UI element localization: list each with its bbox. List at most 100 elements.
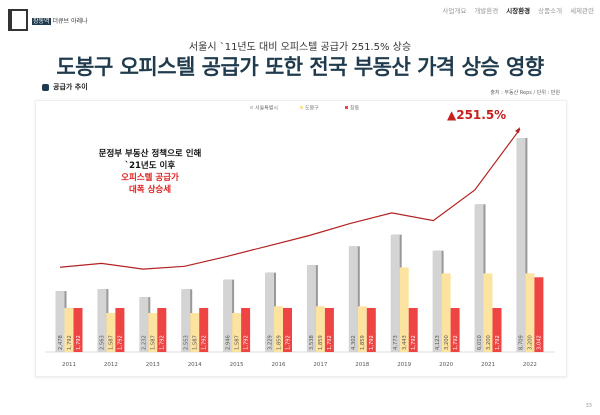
bar-value-label: 1,859 (318, 335, 324, 350)
bar-value-label: 4,773 (393, 335, 399, 350)
bar (106, 313, 116, 352)
x-tick-label: 2017 (313, 362, 327, 368)
bar-value-label: 2,553 (184, 335, 190, 350)
bar (306, 265, 316, 352)
bar-value-label: 2,946 (225, 335, 231, 350)
bar (534, 277, 544, 352)
nav-item[interactable]: 사업개요 (442, 7, 467, 15)
x-tick-label: 2020 (439, 362, 453, 368)
bar (283, 307, 292, 352)
section-heading: 공급가 추이 (42, 82, 88, 92)
bar (190, 313, 200, 352)
bar (232, 313, 242, 352)
bar (450, 307, 460, 352)
logo-icon (8, 9, 28, 31)
bar-value-label: 1,792 (495, 335, 501, 350)
bar-value-label: 1,792 (118, 335, 124, 350)
bar (390, 234, 400, 352)
bar-value-label: 3,200 (528, 335, 534, 350)
bar-value-label: 2,232 (142, 335, 148, 350)
legend-swatch (250, 106, 253, 109)
bar (366, 307, 376, 352)
bar-value-label: 3,443 (402, 335, 408, 350)
bar (408, 307, 418, 352)
bar-value-label: 4,123 (435, 335, 441, 350)
top-nav: 사업개요 개발환경 시장환경 상품소개 세제관련 (442, 5, 594, 15)
bar-value-label: 2,478 (58, 335, 64, 350)
x-tick-label: 2015 (230, 362, 244, 368)
bar-value-label: 3,042 (537, 335, 543, 350)
bar (324, 307, 334, 352)
page-subtitle: 서울시 `11년도 대비 오피스텔 공급가 251.5% 상승 (188, 42, 412, 53)
x-tick-label: 2016 (272, 362, 286, 368)
bar-value-label: 2,563 (100, 335, 106, 350)
bar (64, 307, 74, 352)
bar (348, 246, 358, 352)
bar (315, 306, 325, 352)
bar (223, 279, 233, 352)
bar-value-label: 1,859 (360, 335, 366, 350)
legend-swatch (345, 106, 348, 109)
legend-label: 도봉구 (305, 106, 319, 112)
x-tick-label: 2021 (481, 362, 495, 368)
bar-value-label: 1,792 (160, 335, 166, 350)
legend-label: 서울특별시 (255, 105, 278, 112)
bar (441, 273, 451, 352)
bar (97, 289, 107, 352)
bar (199, 307, 209, 352)
nav-item-active[interactable]: 시장환경 (506, 7, 531, 15)
bar-value-label: 6,010 (477, 335, 483, 350)
bar (115, 307, 125, 352)
bar (516, 138, 526, 352)
bar-value-label: 1,587 (151, 335, 157, 350)
x-tick-label: 2019 (397, 362, 411, 368)
bar-value-label: 1,792 (327, 335, 333, 350)
trend-line (59, 128, 521, 270)
x-tick-label: 2011 (62, 362, 76, 368)
bar-value-label: 1,792 (369, 335, 375, 350)
legend-label: 창동 (350, 105, 360, 112)
x-tick-label: 2014 (188, 362, 202, 368)
chart-annotation: 문정부 부동산 정책으로 인해 `21년도 이후 오피스텔 공급가 대폭 상승세 (98, 149, 202, 195)
bar (483, 273, 493, 352)
logo[interactable]: 창동역 더큐브 아레나 (8, 9, 88, 31)
x-tick-label: 2012 (104, 362, 118, 368)
bar (357, 306, 367, 352)
bar (525, 273, 535, 352)
x-tick-label: 2022 (523, 362, 537, 368)
bar-value-label: 1,587 (109, 335, 115, 350)
bar (181, 289, 191, 352)
nav-item[interactable]: 세제관련 (570, 7, 594, 15)
bar (73, 307, 83, 352)
bar (274, 306, 283, 352)
source-note: 출처 : 부동산 Reps / 단위 : 만원 (490, 90, 560, 96)
bar-value-label: 8,709 (519, 335, 525, 350)
bar-value-label: 1,587 (234, 335, 240, 350)
bullet-icon (42, 83, 49, 91)
arrow-head-icon (515, 127, 520, 134)
growth-label: ▲251.5% (447, 108, 507, 122)
bar (55, 291, 65, 352)
legend-swatch (300, 106, 303, 109)
bar (139, 297, 149, 352)
bar-value-label: 3,538 (309, 335, 315, 350)
bar (399, 267, 409, 352)
chart-panel (35, 100, 567, 377)
bar-value-label: 3,200 (444, 335, 450, 350)
bar-value-label: 4,302 (351, 335, 357, 350)
bar-value-label: 1,792 (285, 335, 291, 350)
x-tick-label: 2013 (146, 362, 160, 368)
page-title: 도봉구 오피스텔 공급가 또한 전국 부동산 가격 상승 영향 (56, 55, 544, 79)
page-number: 33 (585, 403, 592, 409)
bar (492, 307, 502, 352)
bar (432, 250, 442, 352)
bar-value-label: 1,859 (276, 335, 282, 350)
bar-value-label: 1,792 (411, 335, 417, 350)
nav-item[interactable]: 상품소개 (538, 7, 563, 15)
bar-value-label: 1,792 (76, 335, 82, 350)
bar-value-label: 1,587 (193, 335, 199, 350)
nav-item[interactable]: 개발환경 (474, 7, 499, 15)
bar-value-label: 1,792 (67, 335, 73, 350)
bar (148, 313, 158, 352)
logo-name: 더큐브 아레나 (52, 17, 88, 25)
